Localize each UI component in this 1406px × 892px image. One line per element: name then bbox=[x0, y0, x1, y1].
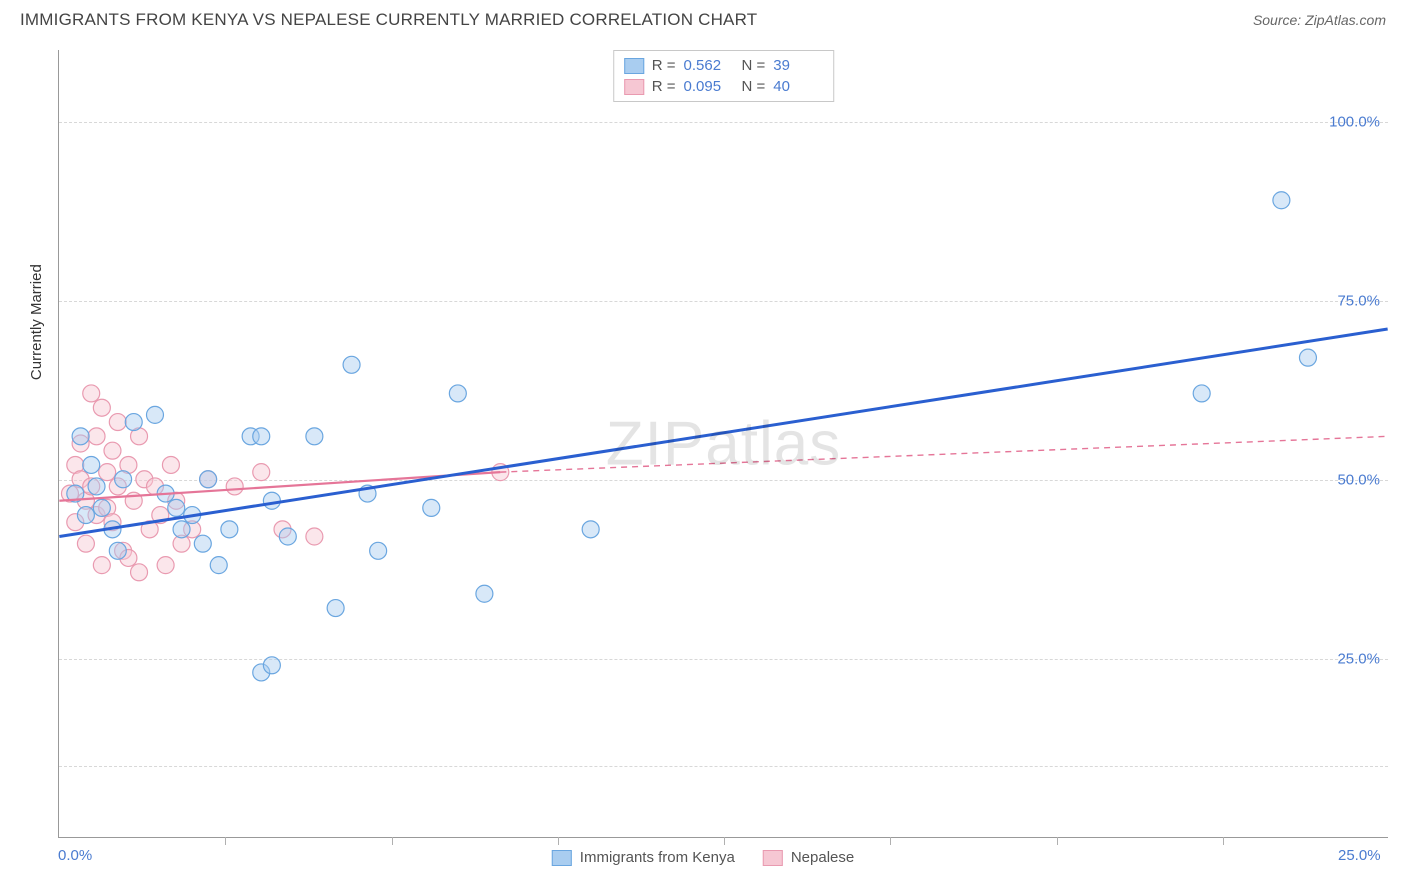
scatter-point bbox=[343, 356, 360, 373]
legend-item-label: Nepalese bbox=[791, 849, 854, 866]
scatter-point bbox=[88, 428, 105, 445]
scatter-point bbox=[1299, 349, 1316, 366]
header: IMMIGRANTS FROM KENYA VS NEPALESE CURREN… bbox=[10, 10, 1396, 38]
scatter-point bbox=[221, 521, 238, 538]
scatter-point bbox=[263, 657, 280, 674]
scatter-point bbox=[263, 492, 280, 509]
legend-n-label: N = bbox=[742, 57, 766, 74]
legend-correlations: R = 0.562 N = 39 R = 0.095 N = 40 bbox=[613, 50, 835, 102]
legend-item: Immigrants from Kenya bbox=[552, 849, 735, 866]
x-minor-tick bbox=[724, 837, 725, 845]
legend-series: Immigrants from Kenya Nepalese bbox=[552, 849, 854, 866]
legend-row: R = 0.095 N = 40 bbox=[624, 76, 824, 97]
scatter-point bbox=[83, 456, 100, 473]
scatter-point bbox=[99, 464, 116, 481]
plot-area: R = 0.562 N = 39 R = 0.095 N = 40 ZIPatl… bbox=[58, 50, 1388, 838]
scatter-point bbox=[104, 442, 121, 459]
scatter-point bbox=[582, 521, 599, 538]
scatter-point bbox=[125, 414, 142, 431]
legend-item: Nepalese bbox=[763, 849, 854, 866]
scatter-point bbox=[279, 528, 296, 545]
scatter-point bbox=[476, 585, 493, 602]
scatter-point bbox=[146, 406, 163, 423]
x-minor-tick bbox=[558, 837, 559, 845]
swatch-icon bbox=[763, 850, 783, 866]
legend-r-value: 0.562 bbox=[684, 57, 734, 74]
chart-wrapper: Currently Married R = 0.562 N = 39 R = 0… bbox=[10, 38, 1396, 868]
x-minor-tick bbox=[890, 837, 891, 845]
source-label: Source: ZipAtlas.com bbox=[1253, 12, 1386, 28]
scatter-point bbox=[109, 542, 126, 559]
scatter-point bbox=[210, 557, 227, 574]
scatter-point bbox=[226, 478, 243, 495]
scatter-svg bbox=[59, 50, 1388, 837]
scatter-point bbox=[253, 428, 270, 445]
scatter-point bbox=[93, 557, 110, 574]
y-axis-label: Currently Married bbox=[28, 264, 45, 380]
scatter-point bbox=[306, 528, 323, 545]
scatter-point bbox=[306, 428, 323, 445]
scatter-point bbox=[449, 385, 466, 402]
scatter-point bbox=[1193, 385, 1210, 402]
scatter-point bbox=[83, 385, 100, 402]
scatter-point bbox=[157, 557, 174, 574]
legend-row: R = 0.562 N = 39 bbox=[624, 55, 824, 76]
scatter-point bbox=[93, 399, 110, 416]
scatter-point bbox=[131, 564, 148, 581]
legend-n-value: 40 bbox=[773, 78, 823, 95]
legend-r-label: R = bbox=[652, 78, 676, 95]
scatter-point bbox=[194, 535, 211, 552]
scatter-point bbox=[109, 414, 126, 431]
swatch-icon bbox=[552, 850, 572, 866]
scatter-point bbox=[162, 456, 179, 473]
scatter-point bbox=[200, 471, 217, 488]
scatter-point bbox=[72, 428, 89, 445]
legend-r-label: R = bbox=[652, 57, 676, 74]
legend-n-label: N = bbox=[742, 78, 766, 95]
chart-title: IMMIGRANTS FROM KENYA VS NEPALESE CURREN… bbox=[20, 10, 757, 30]
scatter-point bbox=[173, 521, 190, 538]
scatter-point bbox=[93, 499, 110, 516]
scatter-point bbox=[423, 499, 440, 516]
swatch-icon bbox=[624, 58, 644, 74]
scatter-point bbox=[77, 535, 94, 552]
x-tick-label: 0.0% bbox=[58, 847, 92, 864]
scatter-point bbox=[115, 471, 132, 488]
x-minor-tick bbox=[1057, 837, 1058, 845]
x-minor-tick bbox=[225, 837, 226, 845]
legend-n-value: 39 bbox=[773, 57, 823, 74]
x-minor-tick bbox=[392, 837, 393, 845]
x-minor-tick bbox=[1223, 837, 1224, 845]
scatter-point bbox=[88, 478, 105, 495]
scatter-point bbox=[253, 464, 270, 481]
swatch-icon bbox=[624, 79, 644, 95]
scatter-point bbox=[327, 600, 344, 617]
scatter-point bbox=[168, 499, 185, 516]
regression-line-dashed bbox=[500, 436, 1387, 472]
scatter-point bbox=[370, 542, 387, 559]
scatter-point bbox=[1273, 192, 1290, 209]
legend-r-value: 0.095 bbox=[684, 78, 734, 95]
legend-item-label: Immigrants from Kenya bbox=[580, 849, 735, 866]
scatter-point bbox=[77, 507, 94, 524]
x-tick-label: 25.0% bbox=[1338, 847, 1381, 864]
